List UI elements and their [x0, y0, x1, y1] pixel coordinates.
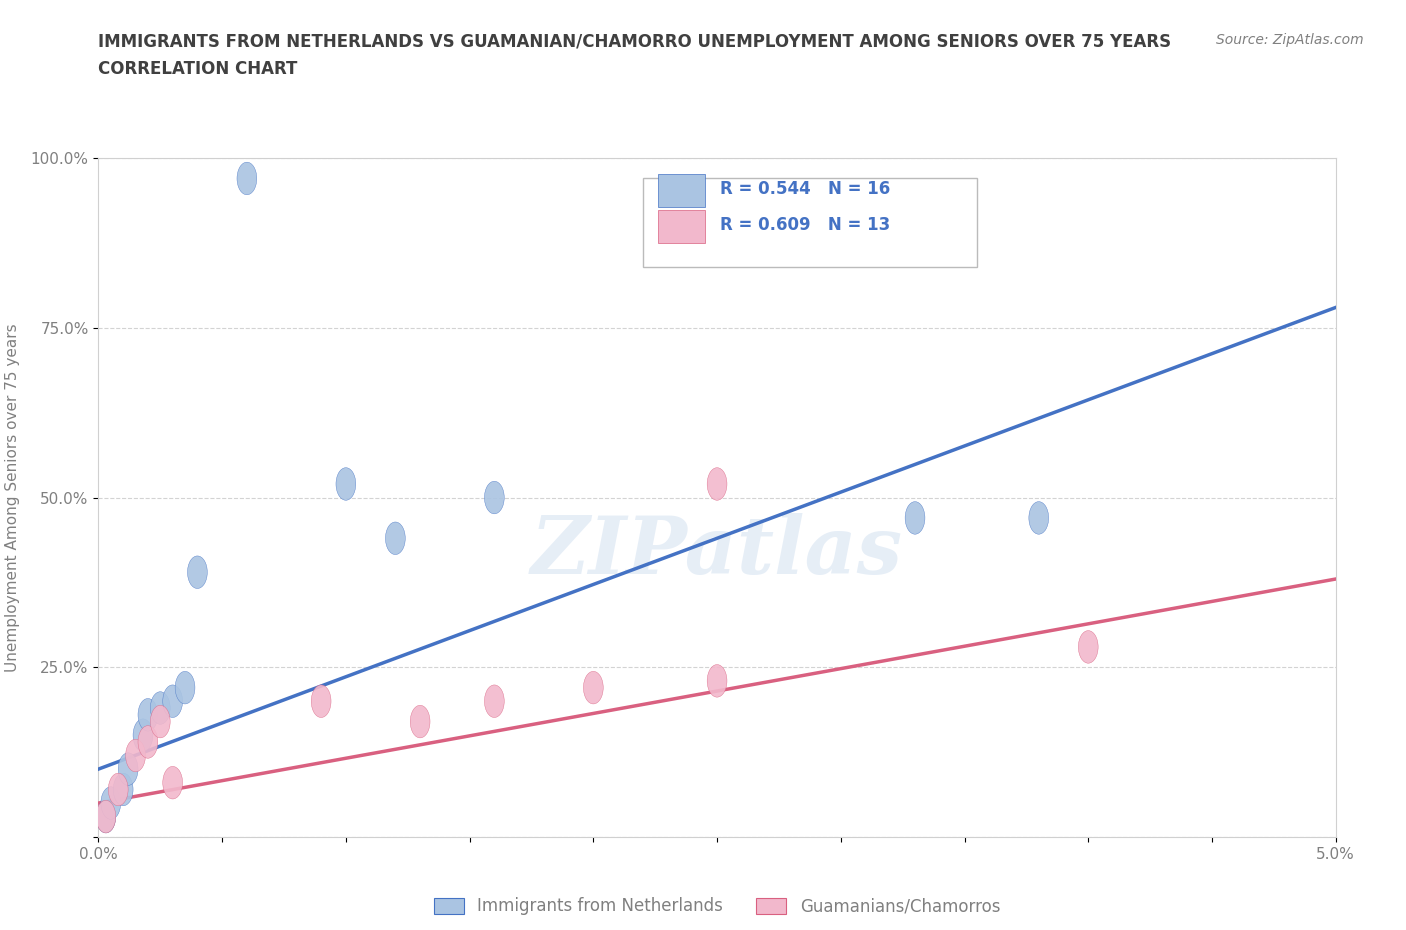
Ellipse shape: [150, 705, 170, 737]
Ellipse shape: [101, 787, 121, 819]
Text: IMMIGRANTS FROM NETHERLANDS VS GUAMANIAN/CHAMORRO UNEMPLOYMENT AMONG SENIORS OVE: IMMIGRANTS FROM NETHERLANDS VS GUAMANIAN…: [98, 33, 1171, 50]
Ellipse shape: [96, 801, 115, 833]
Ellipse shape: [108, 773, 128, 805]
Ellipse shape: [1029, 501, 1049, 534]
FancyBboxPatch shape: [643, 179, 977, 267]
Ellipse shape: [411, 705, 430, 737]
Ellipse shape: [385, 522, 405, 554]
Ellipse shape: [905, 501, 925, 534]
Ellipse shape: [138, 725, 157, 758]
Y-axis label: Unemployment Among Seniors over 75 years: Unemployment Among Seniors over 75 years: [4, 324, 20, 671]
Ellipse shape: [707, 665, 727, 698]
Legend: Immigrants from Netherlands, Guamanians/Chamorros: Immigrants from Netherlands, Guamanians/…: [426, 889, 1008, 923]
Text: ZIPatlas: ZIPatlas: [531, 513, 903, 591]
Ellipse shape: [125, 739, 145, 772]
Ellipse shape: [176, 671, 195, 704]
Ellipse shape: [238, 162, 257, 194]
Ellipse shape: [96, 801, 115, 833]
Ellipse shape: [150, 692, 170, 724]
Text: R = 0.609   N = 13: R = 0.609 N = 13: [720, 216, 890, 234]
FancyBboxPatch shape: [658, 210, 704, 243]
Ellipse shape: [187, 556, 207, 589]
Ellipse shape: [336, 468, 356, 500]
Ellipse shape: [707, 468, 727, 500]
Ellipse shape: [311, 684, 330, 718]
FancyBboxPatch shape: [658, 175, 704, 207]
Text: CORRELATION CHART: CORRELATION CHART: [98, 60, 298, 78]
Ellipse shape: [583, 671, 603, 704]
Ellipse shape: [163, 766, 183, 799]
Ellipse shape: [1078, 631, 1098, 663]
Text: R = 0.544   N = 16: R = 0.544 N = 16: [720, 180, 890, 198]
Ellipse shape: [134, 719, 153, 751]
Text: Source: ZipAtlas.com: Source: ZipAtlas.com: [1216, 33, 1364, 46]
Ellipse shape: [163, 684, 183, 718]
Ellipse shape: [138, 698, 157, 731]
Ellipse shape: [114, 773, 134, 805]
Ellipse shape: [485, 481, 505, 514]
Ellipse shape: [485, 684, 505, 718]
Ellipse shape: [118, 752, 138, 786]
